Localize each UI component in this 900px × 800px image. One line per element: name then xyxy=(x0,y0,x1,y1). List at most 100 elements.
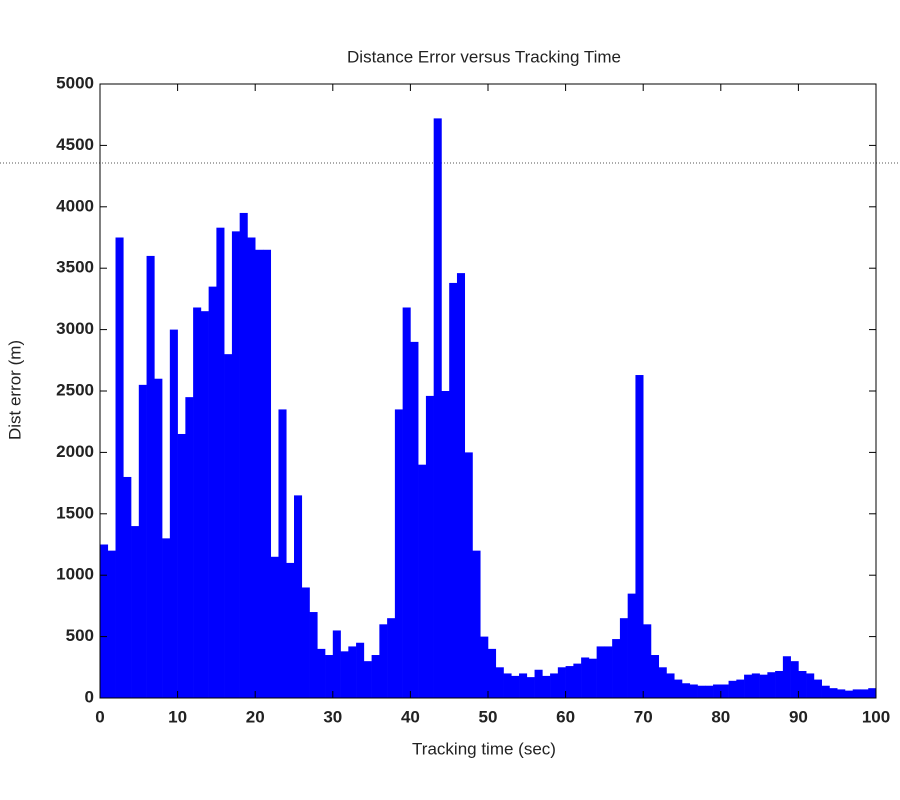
bar xyxy=(425,395,434,698)
chart-title: Distance Error versus Tracking Time xyxy=(347,47,621,66)
bar xyxy=(456,273,466,698)
x-tick-label: 50 xyxy=(479,707,498,726)
bar xyxy=(348,646,357,698)
bar xyxy=(697,685,706,698)
bar xyxy=(596,646,605,698)
bar xyxy=(550,673,559,698)
bar xyxy=(231,231,240,699)
bar xyxy=(751,673,760,698)
bar xyxy=(736,679,745,698)
y-tick-label: 0 xyxy=(85,687,94,706)
bar xyxy=(713,684,722,698)
bar xyxy=(325,655,334,698)
bar xyxy=(821,685,830,698)
bar xyxy=(837,689,846,698)
bar xyxy=(635,375,644,698)
bar xyxy=(674,679,683,698)
bar xyxy=(534,669,543,698)
x-axis-label: Tracking time (sec) xyxy=(412,739,556,758)
bar xyxy=(813,679,822,698)
bar xyxy=(433,118,442,698)
y-tick-label: 1000 xyxy=(56,565,94,584)
bar xyxy=(387,618,396,698)
y-tick-label: 3500 xyxy=(56,258,94,277)
bar xyxy=(340,651,349,698)
bar xyxy=(309,612,318,698)
bar xyxy=(503,673,512,698)
bar xyxy=(728,680,737,698)
bar xyxy=(247,237,256,698)
x-tick-label: 100 xyxy=(862,707,890,726)
y-tick-label: 4500 xyxy=(56,135,94,154)
bar xyxy=(239,212,248,698)
bar xyxy=(169,329,178,698)
bar xyxy=(332,630,341,698)
bar xyxy=(200,311,209,698)
bar xyxy=(402,307,411,698)
bar xyxy=(829,688,838,698)
y-axis-label: Dist error (m) xyxy=(5,340,24,440)
y-tick-label: 1500 xyxy=(56,503,94,522)
bar xyxy=(185,397,194,698)
bar xyxy=(100,544,109,698)
y-tick-label: 4000 xyxy=(56,196,94,215)
bar xyxy=(131,526,140,698)
bar xyxy=(720,684,729,698)
bar xyxy=(379,624,388,698)
bar xyxy=(472,550,481,698)
bar xyxy=(262,249,272,698)
bar xyxy=(666,673,675,698)
bar xyxy=(278,409,287,698)
y-tick-label: 2000 xyxy=(56,442,94,461)
bar xyxy=(643,624,652,698)
x-tick-label: 30 xyxy=(323,707,342,726)
bar xyxy=(270,556,279,698)
bar xyxy=(115,237,124,698)
bar xyxy=(852,689,861,698)
bar xyxy=(588,658,597,698)
bar xyxy=(418,464,427,698)
bar xyxy=(224,354,233,698)
bar xyxy=(317,648,326,698)
bar xyxy=(519,673,528,698)
bar xyxy=(286,562,295,698)
x-tick-label: 60 xyxy=(556,707,575,726)
bar xyxy=(860,689,869,698)
bar xyxy=(705,685,714,698)
bar xyxy=(162,538,171,698)
bar xyxy=(798,670,807,698)
bar xyxy=(138,384,147,698)
bar xyxy=(767,672,776,698)
x-tick-label: 80 xyxy=(711,707,730,726)
bar xyxy=(775,670,784,698)
bar xyxy=(154,378,163,698)
bar xyxy=(488,648,497,698)
bar xyxy=(759,674,768,698)
bar xyxy=(208,286,217,698)
bar xyxy=(581,657,590,698)
bar xyxy=(495,667,504,698)
bar xyxy=(844,690,854,698)
bar xyxy=(146,255,155,699)
bar xyxy=(301,587,310,698)
bar xyxy=(573,663,582,698)
bar xyxy=(689,684,698,698)
bar xyxy=(526,677,535,698)
bar xyxy=(177,433,186,698)
bar xyxy=(216,227,225,698)
bar xyxy=(480,636,489,698)
bar xyxy=(650,655,660,698)
bar xyxy=(868,688,877,698)
bar xyxy=(371,655,380,698)
bar xyxy=(790,661,799,698)
bar xyxy=(682,683,691,698)
bar xyxy=(449,282,458,698)
x-tick-label: 70 xyxy=(634,707,653,726)
y-tick-label: 3000 xyxy=(56,319,94,338)
bar xyxy=(394,409,403,698)
bar xyxy=(193,307,202,698)
bar xyxy=(294,495,303,698)
bar xyxy=(123,476,132,698)
bar xyxy=(658,667,667,698)
